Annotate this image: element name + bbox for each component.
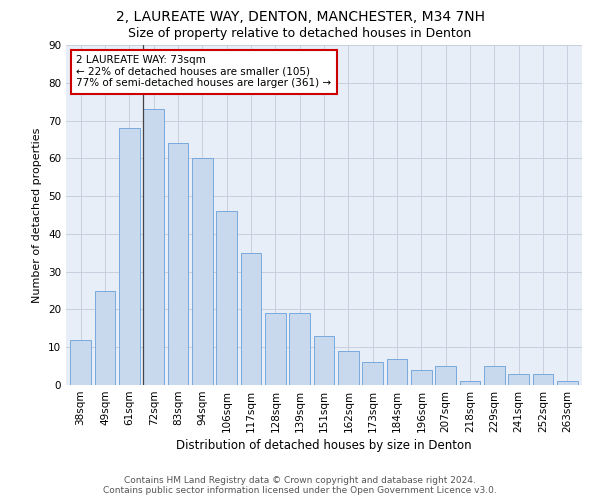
Bar xyxy=(192,158,212,385)
Bar xyxy=(167,143,188,385)
Bar xyxy=(241,253,262,385)
Text: Contains HM Land Registry data © Crown copyright and database right 2024.
Contai: Contains HM Land Registry data © Crown c… xyxy=(103,476,497,495)
X-axis label: Distribution of detached houses by size in Denton: Distribution of detached houses by size … xyxy=(176,439,472,452)
Bar xyxy=(216,211,237,385)
Bar xyxy=(436,366,456,385)
Bar xyxy=(143,109,164,385)
Bar xyxy=(411,370,432,385)
Bar xyxy=(95,290,115,385)
Bar xyxy=(460,381,481,385)
Bar xyxy=(314,336,334,385)
Bar xyxy=(508,374,529,385)
Bar xyxy=(338,351,359,385)
Y-axis label: Number of detached properties: Number of detached properties xyxy=(32,128,43,302)
Bar xyxy=(289,313,310,385)
Text: Size of property relative to detached houses in Denton: Size of property relative to detached ho… xyxy=(128,28,472,40)
Bar xyxy=(265,313,286,385)
Bar xyxy=(557,381,578,385)
Bar xyxy=(70,340,91,385)
Bar xyxy=(533,374,553,385)
Bar xyxy=(386,358,407,385)
Text: 2 LAUREATE WAY: 73sqm
← 22% of detached houses are smaller (105)
77% of semi-det: 2 LAUREATE WAY: 73sqm ← 22% of detached … xyxy=(76,55,331,88)
Bar xyxy=(484,366,505,385)
Bar xyxy=(119,128,140,385)
Bar xyxy=(362,362,383,385)
Text: 2, LAUREATE WAY, DENTON, MANCHESTER, M34 7NH: 2, LAUREATE WAY, DENTON, MANCHESTER, M34… xyxy=(115,10,485,24)
